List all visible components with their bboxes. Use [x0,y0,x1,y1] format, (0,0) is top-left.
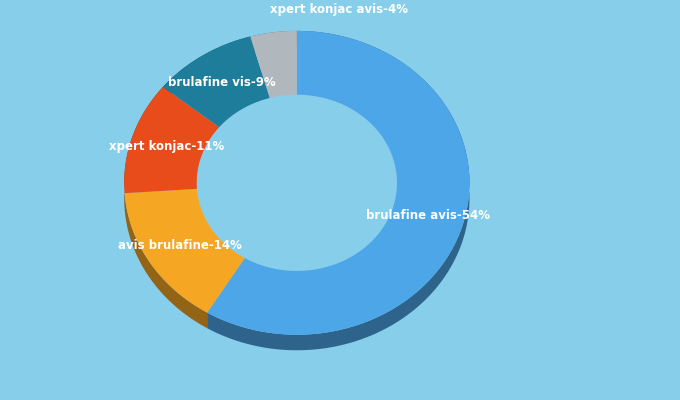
Text: brulafine vis-9%: brulafine vis-9% [168,76,276,89]
Polygon shape [207,31,469,350]
Polygon shape [207,31,469,335]
Text: xpert konjac-11%: xpert konjac-11% [109,140,224,153]
Polygon shape [250,31,297,98]
Polygon shape [124,193,207,328]
Polygon shape [124,87,219,193]
Polygon shape [163,36,250,102]
Polygon shape [124,87,163,209]
Text: xpert konjac avis-4%: xpert konjac avis-4% [270,3,408,16]
Polygon shape [250,31,297,52]
Polygon shape [163,36,270,127]
Text: brulafine avis-54%: brulafine avis-54% [366,209,490,222]
Text: avis brulafine-14%: avis brulafine-14% [118,239,242,252]
Polygon shape [124,189,245,313]
